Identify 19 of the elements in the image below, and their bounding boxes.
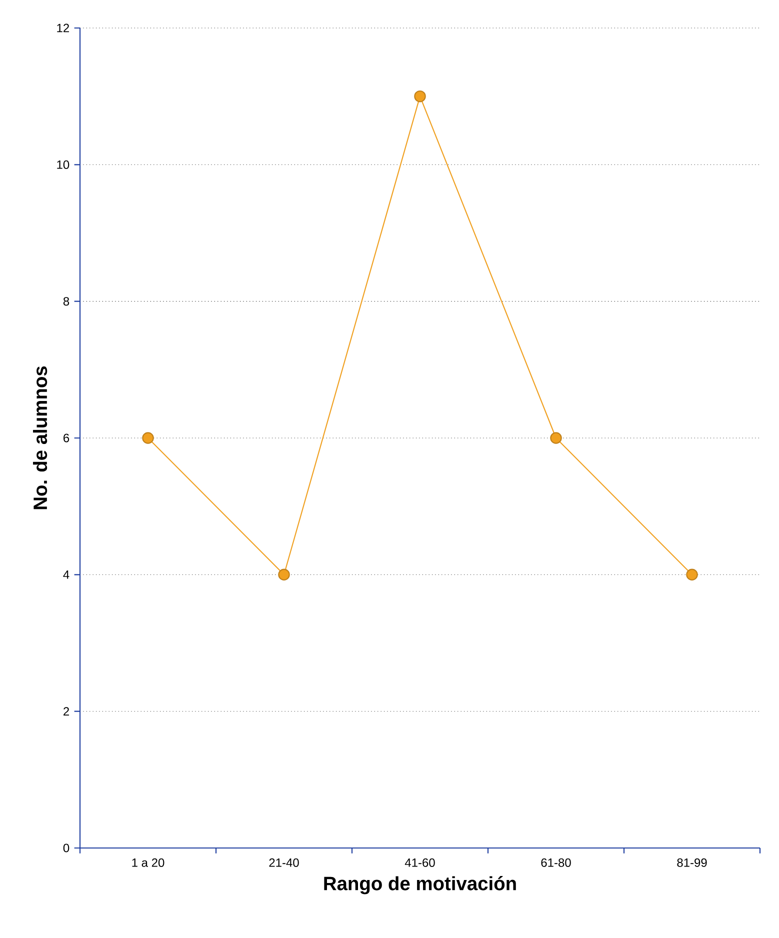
- y-tick-label: 10: [57, 160, 70, 169]
- y-tick-label: 12: [57, 24, 69, 32]
- y-tick-label: 8: [63, 297, 70, 306]
- x-tick-label: 81-99: [677, 858, 707, 867]
- x-tick-label: 21-40: [269, 858, 299, 867]
- x-axis-title: Rango de motivación: [324, 876, 516, 894]
- y-tick-label: 4: [63, 570, 70, 579]
- y-tick-label: 2: [64, 707, 69, 716]
- x-tick-label: 61-80: [541, 858, 571, 867]
- x-tick-label: 41-60: [404, 858, 435, 867]
- y-tick-label: 6: [64, 434, 70, 442]
- point: [278, 568, 290, 581]
- point: [550, 432, 562, 444]
- y-tick-label: 0: [63, 844, 70, 852]
- point: [686, 568, 698, 581]
- point: [142, 432, 154, 444]
- x-tick-label: 1 a 20: [132, 858, 164, 867]
- y-axis-title: No. de alumnos: [33, 366, 48, 510]
- point: [414, 90, 426, 102]
